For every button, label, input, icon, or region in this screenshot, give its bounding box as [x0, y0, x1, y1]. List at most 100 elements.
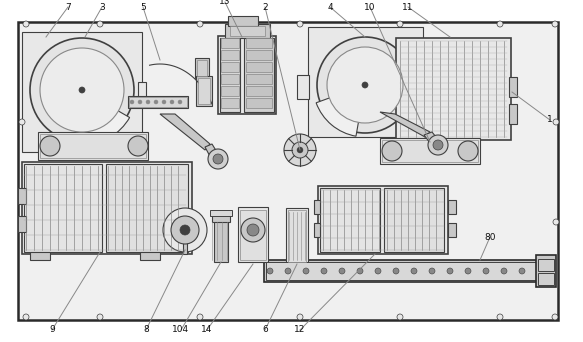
Circle shape [447, 268, 453, 274]
Circle shape [163, 208, 207, 252]
Circle shape [397, 314, 403, 320]
Text: 9: 9 [49, 326, 55, 334]
Bar [212, 214, 230, 222]
Bar [244, 38, 274, 112]
Bar [221, 50, 239, 60]
Bar [198, 78, 210, 104]
Text: 7: 7 [65, 2, 71, 12]
Bar [286, 208, 308, 264]
Text: 13: 13 [219, 0, 231, 6]
Bar [314, 223, 320, 237]
Circle shape [146, 100, 150, 104]
Circle shape [382, 141, 402, 161]
Bar [214, 217, 228, 262]
Bar [246, 38, 272, 48]
Bar [40, 134, 146, 158]
Polygon shape [160, 114, 210, 150]
Bar [246, 86, 272, 96]
Text: 5: 5 [140, 2, 146, 12]
Bar [195, 58, 209, 78]
Bar [308, 27, 423, 137]
Circle shape [208, 149, 228, 169]
Text: 104: 104 [173, 326, 189, 334]
Circle shape [292, 142, 308, 158]
Bar [288, 210, 306, 262]
Circle shape [130, 100, 134, 104]
Bar [18, 188, 26, 204]
Bar [129, 97, 187, 107]
Bar [106, 164, 188, 252]
Bar [509, 77, 517, 97]
Bar [30, 252, 50, 260]
Bar [246, 50, 272, 60]
Bar [382, 140, 478, 162]
Text: 3: 3 [99, 2, 105, 12]
Bar [221, 98, 239, 108]
Text: 12: 12 [294, 326, 305, 334]
Text: 14: 14 [201, 326, 213, 334]
Text: 80: 80 [484, 233, 496, 241]
Circle shape [284, 134, 316, 166]
Circle shape [317, 37, 413, 133]
Bar [210, 210, 232, 216]
Bar [536, 255, 556, 287]
Circle shape [397, 21, 403, 27]
Bar [509, 104, 517, 124]
Text: 10: 10 [364, 2, 376, 12]
Text: 8: 8 [143, 326, 149, 334]
Circle shape [23, 21, 29, 27]
Bar [225, 24, 270, 38]
Circle shape [197, 314, 203, 320]
Circle shape [19, 219, 25, 225]
Bar [220, 38, 240, 112]
Circle shape [553, 119, 559, 125]
Wedge shape [82, 90, 129, 145]
Bar [221, 74, 239, 84]
Circle shape [497, 314, 503, 320]
Bar [196, 76, 212, 106]
Bar [240, 210, 266, 260]
Circle shape [429, 268, 435, 274]
Circle shape [553, 219, 559, 225]
Circle shape [297, 314, 303, 320]
Text: 4: 4 [327, 2, 333, 12]
Circle shape [297, 21, 303, 27]
Bar [230, 26, 265, 36]
Circle shape [178, 100, 182, 104]
Bar [22, 162, 192, 254]
Circle shape [40, 136, 60, 156]
Bar [318, 186, 448, 254]
Circle shape [97, 314, 103, 320]
Bar [18, 216, 26, 232]
Circle shape [433, 140, 443, 150]
Text: 6: 6 [262, 326, 268, 334]
Circle shape [357, 268, 363, 274]
Circle shape [465, 268, 471, 274]
Polygon shape [205, 144, 220, 162]
Circle shape [411, 268, 417, 274]
Bar [246, 98, 272, 108]
Circle shape [162, 100, 166, 104]
Circle shape [519, 268, 525, 274]
Circle shape [79, 87, 85, 93]
Circle shape [339, 268, 345, 274]
Bar [246, 74, 272, 84]
Circle shape [501, 268, 507, 274]
Bar [396, 38, 511, 140]
Bar [228, 16, 258, 26]
Circle shape [213, 154, 223, 164]
Circle shape [321, 268, 327, 274]
Circle shape [285, 268, 291, 274]
Circle shape [154, 100, 158, 104]
Bar [197, 60, 207, 76]
Circle shape [241, 218, 265, 242]
Bar [221, 38, 239, 48]
Circle shape [483, 268, 489, 274]
Circle shape [138, 100, 142, 104]
Circle shape [458, 141, 478, 161]
Circle shape [327, 47, 403, 123]
Bar [18, 22, 558, 320]
Circle shape [247, 224, 259, 236]
Circle shape [297, 147, 303, 153]
Circle shape [19, 119, 25, 125]
